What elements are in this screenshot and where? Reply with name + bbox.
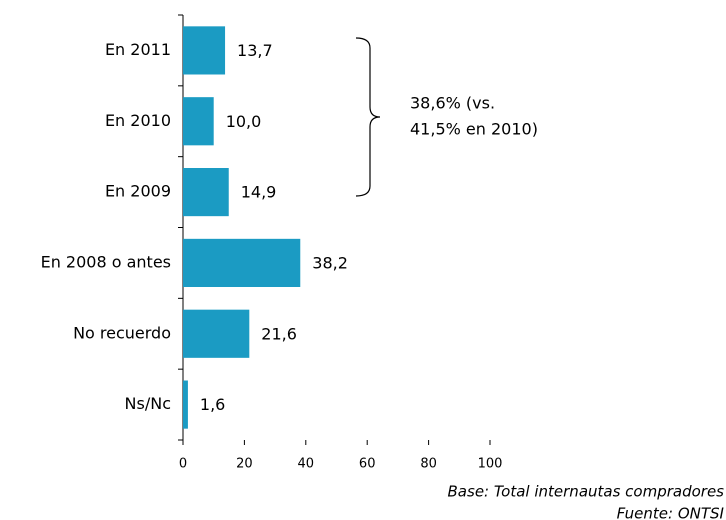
y-tick-label: No recuerdo bbox=[73, 323, 171, 342]
bar bbox=[183, 168, 229, 217]
annotation: 38,6% (vs. bbox=[410, 94, 495, 113]
footnote: Fuente: ONTSI bbox=[617, 505, 725, 520]
x-tick-label: 20 bbox=[236, 457, 253, 472]
y-tick-label: En 2011 bbox=[105, 40, 171, 59]
y-tick-label: En 2010 bbox=[105, 111, 171, 130]
x-tick-label: 100 bbox=[478, 457, 503, 472]
annotation: 41,5% en 2010) bbox=[410, 120, 538, 139]
data-label: 38,2 bbox=[312, 253, 348, 272]
bar bbox=[183, 380, 188, 429]
y-tick-label: En 2008 o antes bbox=[41, 252, 171, 271]
x-tick-label: 60 bbox=[359, 457, 376, 472]
bar bbox=[183, 309, 250, 358]
bracket bbox=[355, 37, 381, 197]
y-tick-label: Ns/Nc bbox=[125, 394, 171, 413]
bar bbox=[183, 238, 301, 287]
data-label: 10,0 bbox=[226, 112, 262, 131]
data-label: 14,9 bbox=[241, 183, 277, 202]
footnote: Base: Total internautas compradores bbox=[448, 483, 725, 501]
data-label: 21,6 bbox=[261, 324, 297, 343]
y-tick-label: En 2009 bbox=[105, 182, 171, 201]
x-tick-label: 80 bbox=[420, 457, 437, 472]
bar bbox=[183, 97, 214, 146]
data-label: 1,6 bbox=[200, 395, 225, 414]
x-tick-label: 0 bbox=[179, 457, 187, 472]
x-tick-label: 40 bbox=[298, 457, 315, 472]
data-label: 13,7 bbox=[237, 41, 273, 60]
bar bbox=[183, 26, 226, 75]
